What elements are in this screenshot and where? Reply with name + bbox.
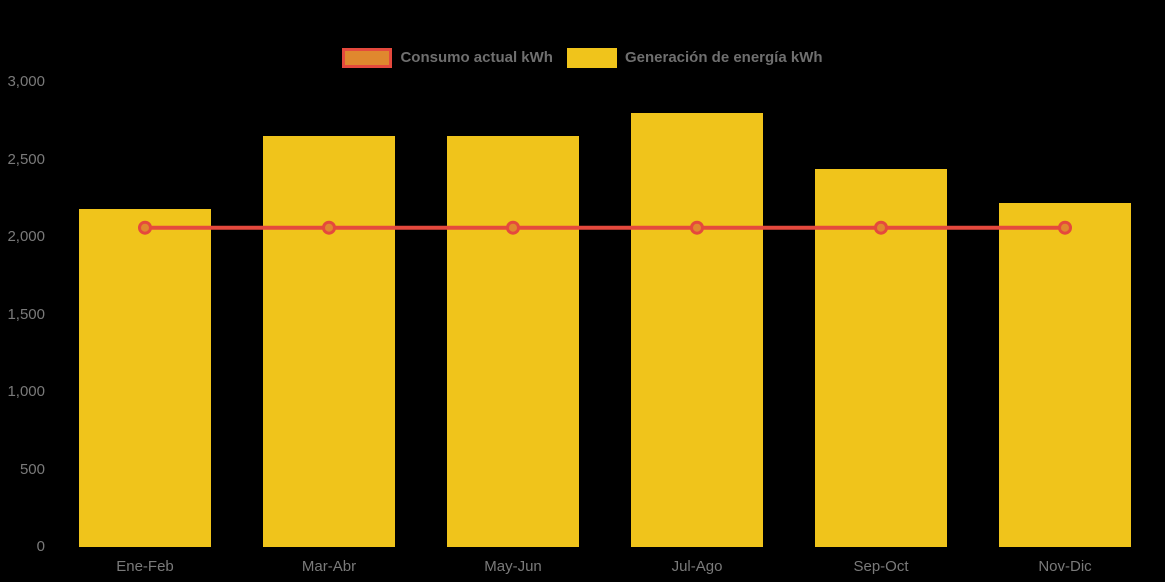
legend-item-consumo-actual[interactable]: Consumo actual kWh — [342, 48, 553, 68]
y-axis-label: 1,500 — [7, 305, 45, 323]
bar-sep-oct[interactable] — [815, 168, 947, 547]
legend-label-consumo-actual: Consumo actual kWh — [400, 49, 553, 66]
chart-legend: Consumo actual kWh Generación de energía… — [0, 48, 1165, 68]
legend-item-generacion-energia[interactable]: Generación de energía kWh — [566, 48, 823, 68]
bar-may-jun[interactable] — [447, 136, 579, 547]
y-axis-label: 0 — [36, 538, 45, 555]
bar-nov-dic[interactable] — [999, 202, 1131, 547]
x-axis-label: Nov-Dic — [1038, 558, 1092, 575]
y-axis-label: 500 — [19, 460, 45, 478]
bar-jul-ago[interactable] — [631, 113, 763, 547]
x-axis-label: Sep-Oct — [853, 558, 909, 575]
y-axis-label: 2,000 — [7, 228, 45, 245]
y-axis-label: 3,000 — [7, 73, 45, 90]
x-axis: Ene-Feb Mar-Abr May-Jun Jul-Ago Sep-Oct Nov-D… — [53, 557, 1157, 579]
x-axis-label: Mar-Abr — [301, 558, 357, 575]
x-axis-label: May-Jun — [484, 558, 542, 575]
bar-ene-feb[interactable] — [79, 209, 211, 547]
x-axis-label: Jul-Ago — [671, 558, 723, 575]
plot-area — [53, 82, 1157, 547]
consumption-line-layer — [138, 220, 1072, 235]
legend-label-generacion-energia: Generación de energía kWh — [624, 49, 823, 66]
legend-swatch-bar-icon — [566, 48, 617, 68]
y-axis-label: 2,500 — [7, 150, 45, 168]
y-axis: 0 500 1,000 1,500 2,000 2,500 3,000 — [0, 73, 45, 555]
legend-swatch-line-icon — [342, 48, 393, 68]
y-axis-label: 1,000 — [7, 383, 45, 400]
x-axis-label: Ene-Feb — [116, 558, 174, 575]
bar-mar-abr[interactable] — [263, 136, 395, 547]
